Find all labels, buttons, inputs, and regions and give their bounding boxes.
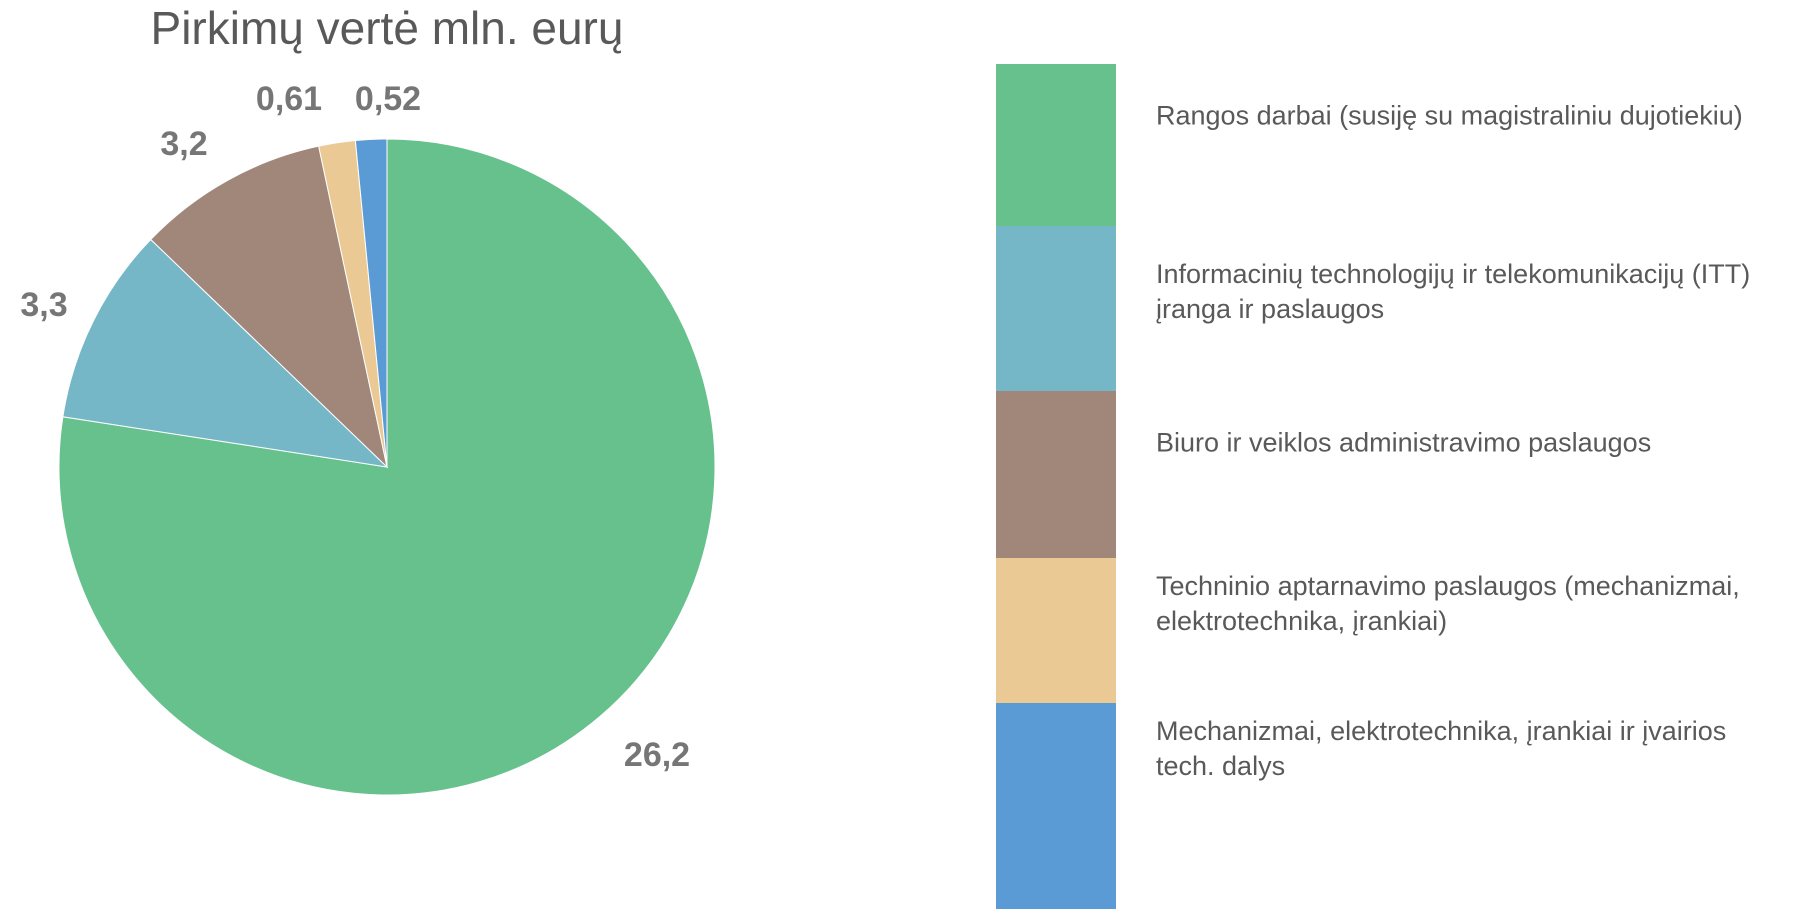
data-label: 26,2 bbox=[624, 736, 690, 774]
data-label: 0,52 bbox=[355, 80, 421, 118]
data-label: 0,61 bbox=[256, 80, 322, 118]
pie-slice bbox=[62, 238, 389, 468]
legend-label: Rangos darbai (susiję su magistraliniu d… bbox=[1156, 100, 1743, 131]
legend-label: Informacinių technologijų ir telekomunik… bbox=[1156, 258, 1751, 324]
data-label: 3,2 bbox=[160, 125, 207, 163]
legend-label: Biuro ir veiklos administravimo paslaugo… bbox=[1156, 427, 1652, 458]
legend-label: Techninio aptarnavimo paslaugos (mechani… bbox=[1156, 570, 1740, 636]
pie-slice bbox=[354, 138, 388, 468]
legend-swatch bbox=[996, 703, 1116, 909]
legend-swatch bbox=[996, 64, 1116, 226]
pie-slice bbox=[150, 145, 388, 469]
legend-label: Mechanizmai, elektrotechnika, įrankiai i… bbox=[1156, 715, 1727, 781]
legend-swatch bbox=[996, 391, 1116, 558]
data-label: 3,3 bbox=[20, 286, 67, 324]
legend-swatch bbox=[996, 558, 1116, 703]
legend-swatch bbox=[996, 226, 1116, 391]
chart-title: Pirkimų vertė mln. eurų bbox=[151, 2, 624, 54]
